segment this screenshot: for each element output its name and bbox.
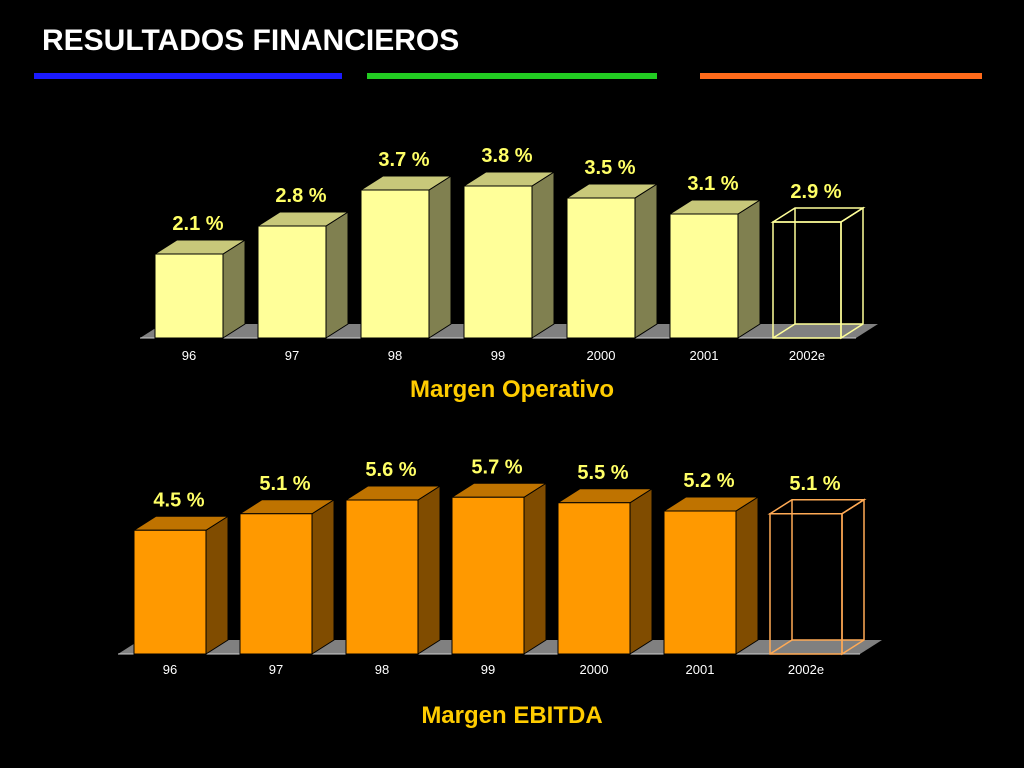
bar-value-label: 5.7 % [471,456,522,478]
bar-2001 [668,199,762,339]
bar-98 [344,485,442,655]
bar-96 [132,515,230,655]
bar-front [154,253,224,339]
bar-value-label: 2.9 % [790,181,841,203]
bar-value-label: 2.1 % [172,213,223,235]
x-tick-label: 97 [285,348,299,363]
bar-value-label: 5.6 % [365,459,416,481]
bar-front [463,185,533,339]
bar-front [557,502,631,655]
bar-value-label: 3.1 % [687,173,738,195]
x-tick-label: 2000 [587,348,616,363]
bar-back-edge [769,639,793,655]
bar-side [737,199,761,339]
bar-side [634,183,658,339]
bar-side [531,171,555,339]
x-tick-label: 2000 [580,662,609,677]
divider-rule-green [367,73,657,79]
bar-side-outline [841,498,865,656]
bar-96 [153,239,247,339]
bar-back-edge [772,323,796,339]
bar-front [566,197,636,339]
bar-front [239,513,313,655]
bar-side [417,485,441,655]
bar-value-label: 5.1 % [259,473,310,495]
bar-side [428,175,452,339]
x-tick-label: 98 [375,662,389,677]
bar-value-label: 5.1 % [789,473,840,495]
x-tick-label: 99 [481,662,495,677]
bar-value-label: 3.7 % [378,149,429,171]
operating-margin-caption: Margen Operativo [409,376,615,403]
bar-side [311,498,335,655]
divider-rule-blue [34,73,342,79]
bar-2002e [767,498,867,656]
bar-97 [256,211,350,339]
x-tick-label: 2002e [789,348,825,363]
bar-side [325,211,349,339]
bar-value-label: 3.5 % [584,157,635,179]
bar-value-label: 5.2 % [683,470,734,492]
x-tick-label: 98 [388,348,402,363]
ebitda-margin-caption: Margen EBITDA [421,702,603,729]
x-tick-label: 2001 [690,348,719,363]
bar-value-label: 3.8 % [481,145,532,167]
bar-front [360,189,430,339]
bar-top-outline [767,499,867,515]
bar-2001 [662,496,760,655]
x-tick-label: 97 [269,662,283,677]
x-tick-label: 96 [182,348,196,363]
x-tick-label: 99 [491,348,505,363]
bar-2000 [565,183,659,339]
bar-99 [462,171,556,339]
bar-value-label: 2.8 % [275,185,326,207]
bar-top-outline [770,207,866,223]
bar-front [663,510,737,655]
bar-side [629,487,653,655]
bar-side-outline [840,206,864,340]
bar-side [523,482,547,655]
operating-margin-chart: 2.1 % 96 2.8 % 97 3.7 % 98 3.8 % 99 3.5 % 2000 3.1… [140,145,878,363]
bar-side [735,496,759,655]
bar-front [257,225,327,339]
bar-98 [359,175,453,339]
x-tick-label: 2002e [788,662,824,677]
bar-front [345,499,419,655]
x-tick-label: 96 [163,662,177,677]
bar-front-outline [772,221,842,339]
bar-2000 [556,487,654,655]
bar-99 [450,482,548,655]
divider-rule-orange [700,73,982,79]
bar-value-label: 5.5 % [577,462,628,484]
bar-value-label: 4.5 % [153,489,204,511]
bar-front-outline [769,513,843,655]
bar-2002e [770,206,866,340]
bar-side [205,515,229,655]
bar-97 [238,498,336,655]
bar-front [133,529,207,655]
bar-side [222,239,246,339]
bar-front [451,496,525,655]
ebitda-margin-chart: 4.5 % 96 5.1 % 97 5.6 % 98 5.7 % 99 5.5 % 2000 5.2… [118,456,882,677]
x-tick-label: 2001 [686,662,715,677]
bar-front [669,213,739,339]
page-title: RESULTADOS FINANCIEROS [42,24,460,57]
